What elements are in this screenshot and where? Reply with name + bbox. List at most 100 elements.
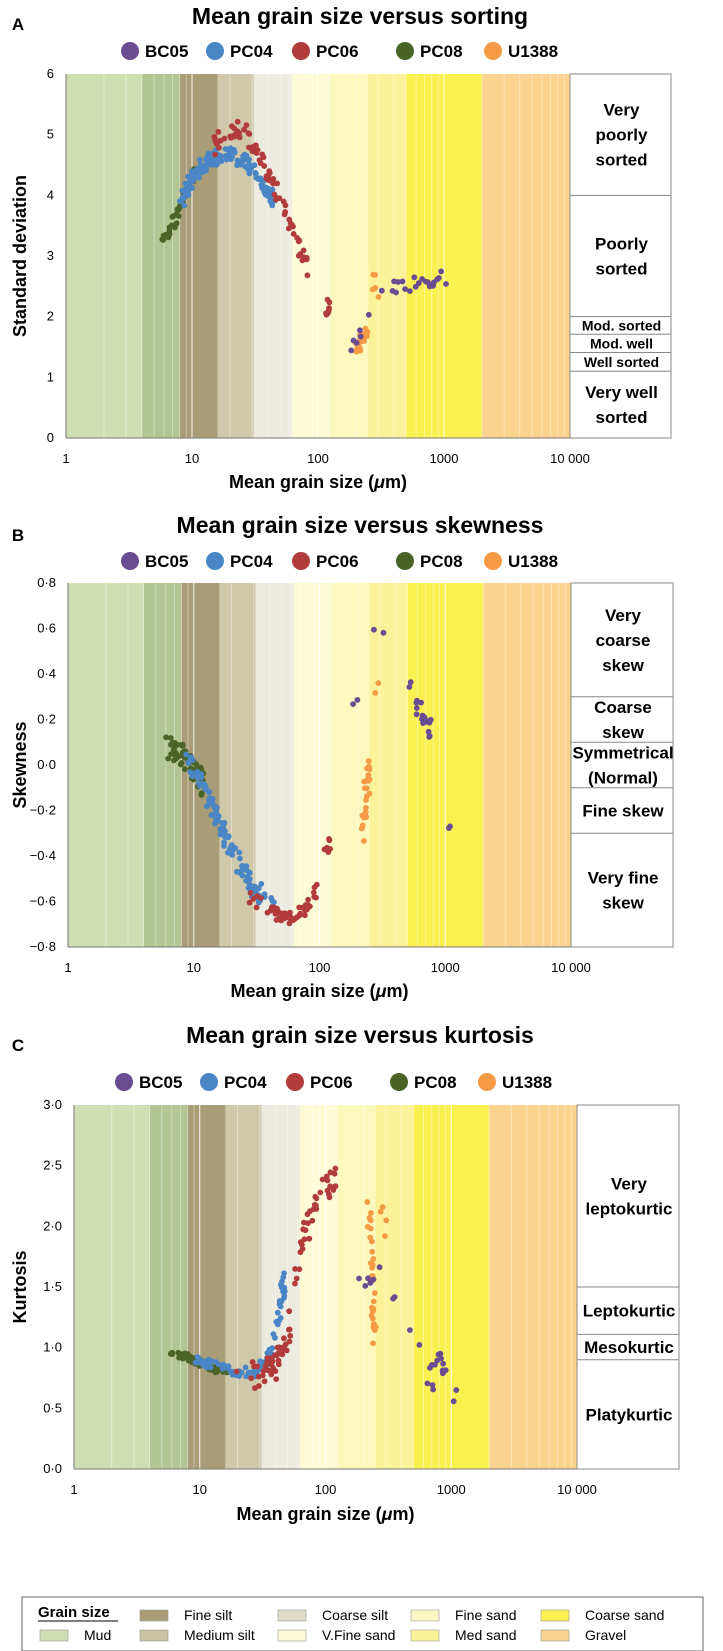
y-tick-label: 0·6 — [37, 621, 56, 636]
data-point — [380, 629, 387, 636]
grain-swatch — [139, 1609, 169, 1622]
grain-legend-item: Med sand — [410, 1627, 516, 1643]
data-point — [270, 1331, 277, 1338]
grain-swatch — [540, 1609, 570, 1622]
data-point — [324, 1177, 331, 1184]
y-tick-label: 0·4 — [37, 666, 56, 681]
y-tick-label: 1·5 — [43, 1279, 62, 1294]
data-point — [281, 1294, 287, 1301]
panel-label: B — [12, 526, 24, 545]
class-platykurtic: Platykurtic — [586, 1405, 673, 1424]
series-u1388 — [377, 1204, 390, 1239]
data-point — [424, 279, 431, 285]
grain-swatch — [277, 1629, 307, 1642]
data-point — [234, 157, 241, 164]
y-tick-label: −0·6 — [30, 894, 56, 909]
grain-swatch — [39, 1629, 69, 1642]
y-tick-label: 4 — [47, 187, 54, 202]
data-point — [354, 697, 361, 703]
data-point — [222, 146, 229, 152]
data-point — [268, 1367, 275, 1374]
data-point — [255, 1373, 262, 1380]
data-point — [197, 1359, 204, 1366]
class-label: skew — [602, 723, 644, 742]
data-point — [313, 881, 320, 888]
data-point — [247, 889, 254, 896]
data-point — [175, 1349, 182, 1356]
grain-swatch — [540, 1629, 570, 1642]
data-point — [247, 1369, 253, 1376]
band — [187, 1105, 226, 1469]
data-point — [214, 157, 221, 164]
data-point — [354, 348, 361, 354]
legend-label: PC06 — [316, 42, 359, 61]
data-point — [313, 1195, 320, 1202]
data-point — [261, 1378, 268, 1385]
data-point — [361, 838, 367, 844]
data-point — [368, 1210, 374, 1216]
data-point — [326, 837, 333, 844]
data-point — [231, 125, 238, 132]
data-point — [370, 271, 377, 278]
data-point — [246, 869, 253, 876]
data-point — [246, 881, 253, 888]
legend-item-bc05: BC05 — [115, 1073, 182, 1092]
legend-label: U1388 — [502, 1073, 552, 1092]
data-point — [366, 776, 373, 783]
legend-item-pc04: PC04 — [206, 42, 273, 61]
data-point — [279, 910, 286, 917]
band — [149, 1105, 188, 1469]
data-point — [227, 145, 234, 152]
data-point — [362, 331, 368, 337]
band — [141, 74, 180, 438]
data-point — [324, 844, 330, 851]
grid-lines — [67, 583, 566, 947]
data-point — [327, 1169, 334, 1176]
class-symmetrical-normal: Symmetrical (Normal) — [571, 744, 674, 789]
data-point — [302, 912, 308, 919]
grain-label: Gravel — [585, 1627, 626, 1643]
data-point — [366, 766, 373, 773]
data-point — [313, 1202, 319, 1209]
legend-marker — [292, 42, 310, 60]
data-point — [250, 896, 257, 902]
data-point — [205, 150, 212, 157]
data-point — [365, 772, 372, 778]
data-point — [358, 825, 365, 832]
class-label: Platykurtic — [586, 1405, 673, 1424]
data-points — [163, 626, 453, 927]
data-point — [208, 156, 215, 163]
data-point — [402, 286, 408, 292]
legend-marker — [390, 1073, 408, 1091]
y-tick-label: 2·0 — [43, 1218, 62, 1233]
data-point — [182, 180, 189, 187]
data-point — [165, 755, 172, 762]
y-tick-label: −0·2 — [30, 803, 56, 818]
data-point — [214, 161, 220, 168]
x-tick-label: 10 — [193, 1482, 207, 1497]
data-point — [221, 839, 228, 846]
series-pc06 — [246, 881, 320, 927]
data-point — [264, 1350, 271, 1356]
class-mod-well: Mod. well — [570, 335, 671, 353]
y-axis-label: Skewness — [10, 721, 30, 808]
legend-label: PC04 — [230, 42, 273, 61]
data-point — [294, 235, 301, 241]
data-point — [249, 148, 256, 155]
data-point — [453, 1387, 460, 1393]
data-point — [309, 1217, 316, 1224]
legend-label: PC06 — [310, 1073, 353, 1092]
grain-legend-item: Coarse sand — [540, 1607, 664, 1623]
legend-marker — [478, 1073, 496, 1091]
x-tick-label: 1000 — [437, 1482, 466, 1497]
grain-size-legend: Grain size Mud Fine silt Medium silt Coarse … — [21, 1596, 704, 1651]
data-point — [178, 197, 185, 204]
x-tick-label: 100 — [315, 1482, 337, 1497]
data-point — [264, 909, 271, 916]
data-point — [261, 189, 268, 196]
data-point — [375, 680, 382, 686]
class-label: (Normal) — [588, 769, 658, 788]
data-point — [286, 912, 293, 918]
data-point — [413, 699, 420, 706]
